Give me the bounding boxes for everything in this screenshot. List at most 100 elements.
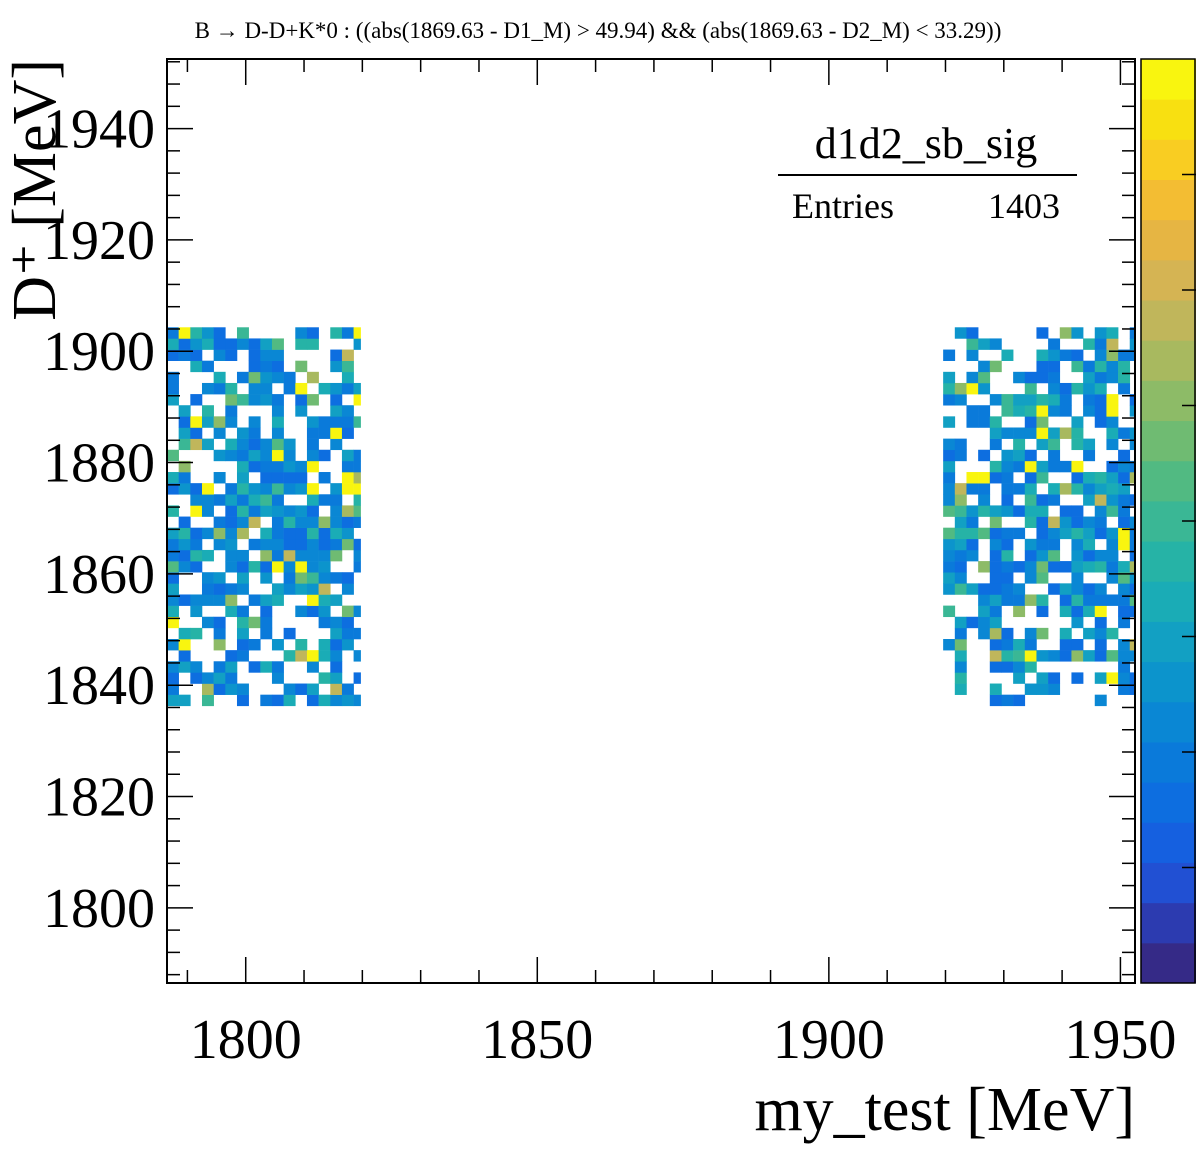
histogram-bin: [1013, 661, 1026, 673]
histogram-bin: [341, 616, 354, 629]
histogram-bin: [167, 472, 179, 484]
histogram-bin: [190, 360, 203, 373]
histogram-bin: [283, 549, 296, 562]
histogram-bin: [271, 549, 284, 562]
histogram-bin: [318, 672, 331, 684]
histogram-bin: [1048, 561, 1061, 573]
histogram-bin: [330, 661, 343, 673]
histogram-bin: [989, 427, 1002, 439]
histogram-bin: [1106, 494, 1119, 506]
histogram-bin: [330, 616, 343, 629]
histogram-bin: [283, 627, 296, 640]
histogram-bin: [1013, 639, 1026, 651]
histogram-bin: [1048, 438, 1061, 451]
histogram-bin: [978, 338, 991, 350]
histogram-bin: [943, 561, 956, 573]
histogram-bin: [236, 483, 249, 495]
histogram-bin: [248, 438, 261, 451]
histogram-bin: [989, 538, 1002, 551]
histogram-bin: [1094, 527, 1107, 540]
histogram-bin: [1118, 427, 1131, 439]
histogram-bin: [989, 583, 1002, 595]
histogram-bin: [353, 460, 361, 473]
histogram-bin: [1024, 538, 1037, 551]
histogram-bin: [989, 683, 1002, 695]
histogram-bin: [1071, 438, 1084, 451]
palette-swatch: [1141, 219, 1196, 261]
histogram-bin: [1048, 371, 1061, 384]
histogram-bin: [978, 416, 991, 428]
histogram-bin: [989, 338, 1002, 350]
histogram-bin: [353, 694, 361, 707]
y-tick-label: 1800: [43, 878, 155, 940]
histogram-bin: [1048, 427, 1061, 439]
palette-swatch: [1141, 340, 1196, 381]
histogram-bin: [260, 594, 273, 606]
y-tick-label: 1860: [43, 544, 155, 606]
histogram-bin: [167, 583, 179, 595]
histogram-bin: [1036, 416, 1049, 428]
histogram-bin: [295, 683, 308, 695]
histogram-bin: [978, 405, 991, 417]
histogram-bin: [318, 605, 331, 618]
histogram-bin: [330, 405, 343, 417]
histogram-bin: [1013, 527, 1026, 540]
histogram-bin: [1071, 472, 1084, 484]
histogram-bin: [225, 449, 238, 462]
histogram-bin: [1106, 483, 1119, 495]
histogram-bin: [1118, 472, 1131, 484]
histogram-bin: [318, 639, 331, 651]
histogram-bin: [213, 683, 226, 695]
histogram-bin: [1036, 371, 1049, 384]
histogram-bin: [201, 549, 214, 562]
histogram-bin: [1106, 527, 1119, 540]
histogram-bin: [978, 616, 991, 629]
histogram-bin: [1106, 360, 1119, 373]
histogram-bin: [341, 516, 354, 528]
palette-swatch: [1141, 621, 1196, 663]
palette-swatch: [1141, 139, 1196, 181]
histogram-bin: [271, 349, 284, 361]
histogram-bin: [330, 527, 343, 540]
histogram-bin: [225, 505, 238, 517]
histogram-bin: [167, 394, 179, 406]
histogram-bin: [260, 349, 273, 361]
histogram-bin: [954, 683, 967, 695]
histogram-bin: [1118, 483, 1131, 495]
histogram-bin: [1001, 427, 1014, 439]
histogram-bin: [283, 505, 296, 517]
histogram-bin: [295, 650, 308, 662]
histogram-bin: [1094, 483, 1107, 495]
histogram-bin: [167, 538, 179, 551]
histogram-bin: [236, 527, 249, 540]
histogram-bin: [283, 538, 296, 551]
histogram-bin: [1024, 572, 1037, 584]
histogram-bin: [260, 605, 273, 618]
histogram-bin: [353, 561, 361, 573]
histogram-bin: [330, 349, 343, 361]
histogram-bin: [295, 583, 308, 595]
histogram-bin: [1036, 327, 1049, 339]
histogram-bin: [178, 527, 191, 540]
histogram-bin: [353, 516, 361, 528]
histogram-bin: [341, 371, 354, 384]
histogram-bin: [1059, 627, 1072, 640]
histogram-bin: [954, 561, 967, 573]
histogram-bin: [306, 416, 319, 428]
histogram-bin: [1071, 538, 1084, 551]
histogram-bin: [225, 494, 238, 506]
histogram-bin: [1106, 561, 1119, 573]
histogram-bin: [1024, 416, 1037, 428]
histogram-bin: [190, 338, 203, 350]
palette-swatch: [1141, 822, 1196, 863]
histogram-bin: [954, 382, 967, 395]
histogram-bin: [283, 650, 296, 662]
histogram-bin: [260, 472, 273, 484]
histogram-bin: [236, 438, 249, 451]
histogram-bin: [201, 494, 214, 506]
histogram-bin: [1094, 549, 1107, 562]
histogram-bin: [1059, 516, 1072, 528]
histogram-bin: [271, 561, 284, 573]
histogram-bin: [1001, 561, 1014, 573]
histogram-bin: [271, 371, 284, 384]
